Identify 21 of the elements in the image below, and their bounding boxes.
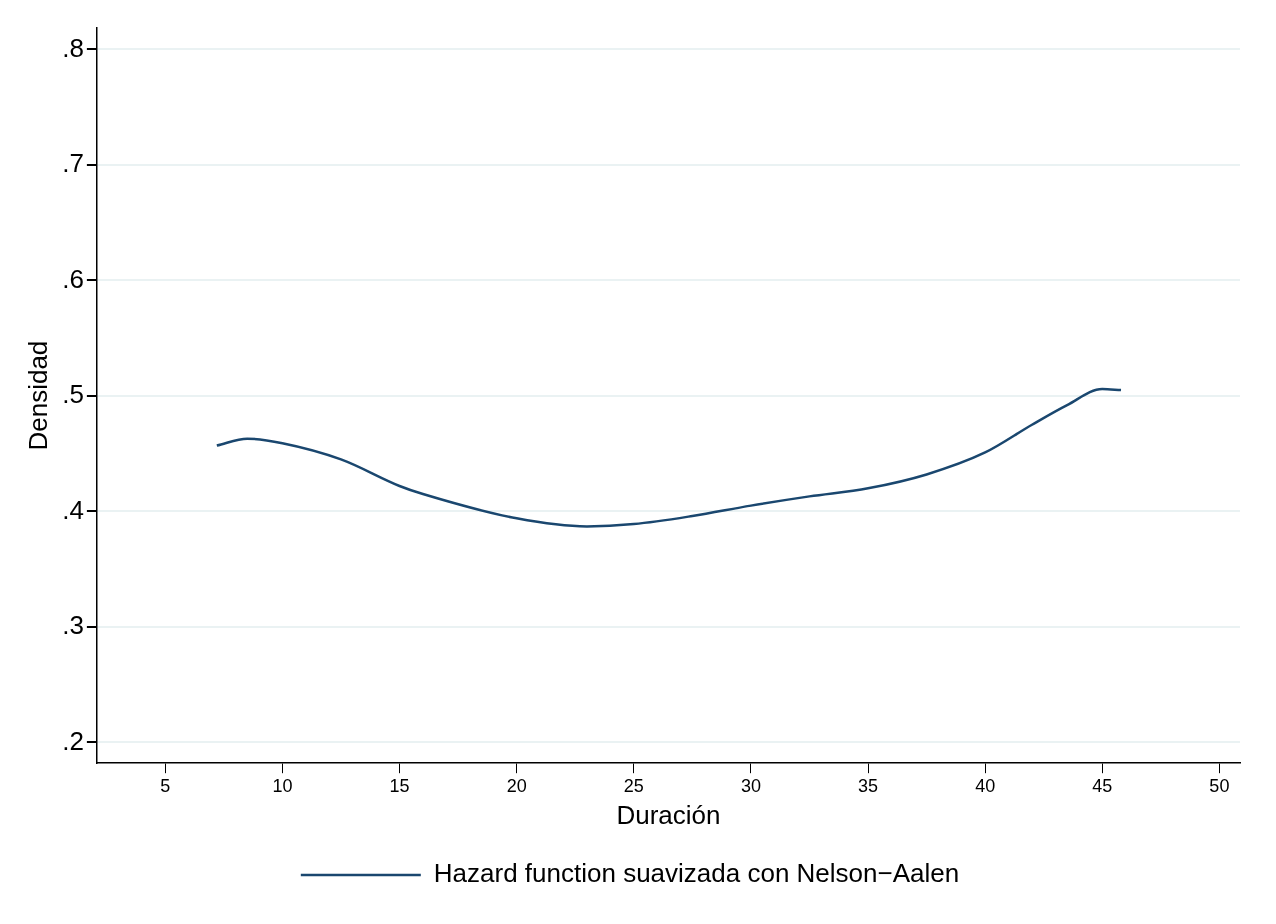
x-tick-label: 30 <box>740 775 761 796</box>
y-tick-label: .6 <box>62 263 84 294</box>
x-tick-label: 40 <box>975 775 996 796</box>
y-tick-label: .2 <box>62 725 84 756</box>
y-tick-label: .5 <box>62 379 84 410</box>
legend-label: Hazard function suavizada con Nelson−Aalen <box>433 858 960 889</box>
x-tick-label: 25 <box>623 775 644 796</box>
x-tick-label: 5 <box>160 775 171 796</box>
x-tick-label: 20 <box>506 775 527 796</box>
x-axis-title: Duración <box>616 799 721 830</box>
y-tick-label: .7 <box>62 148 84 179</box>
x-tick-label: 10 <box>272 775 293 796</box>
line-series <box>215 387 1123 528</box>
y-tick-label: .8 <box>62 32 84 63</box>
x-tick-label: 15 <box>389 775 410 796</box>
x-tick-label: 45 <box>1092 775 1113 796</box>
y-axis-title: Densidad <box>22 340 53 451</box>
x-tick-label: 35 <box>858 775 879 796</box>
x-tick-label: 50 <box>1209 775 1230 796</box>
y-tick-label: .4 <box>62 494 84 525</box>
y-tick-label: .3 <box>62 610 84 641</box>
